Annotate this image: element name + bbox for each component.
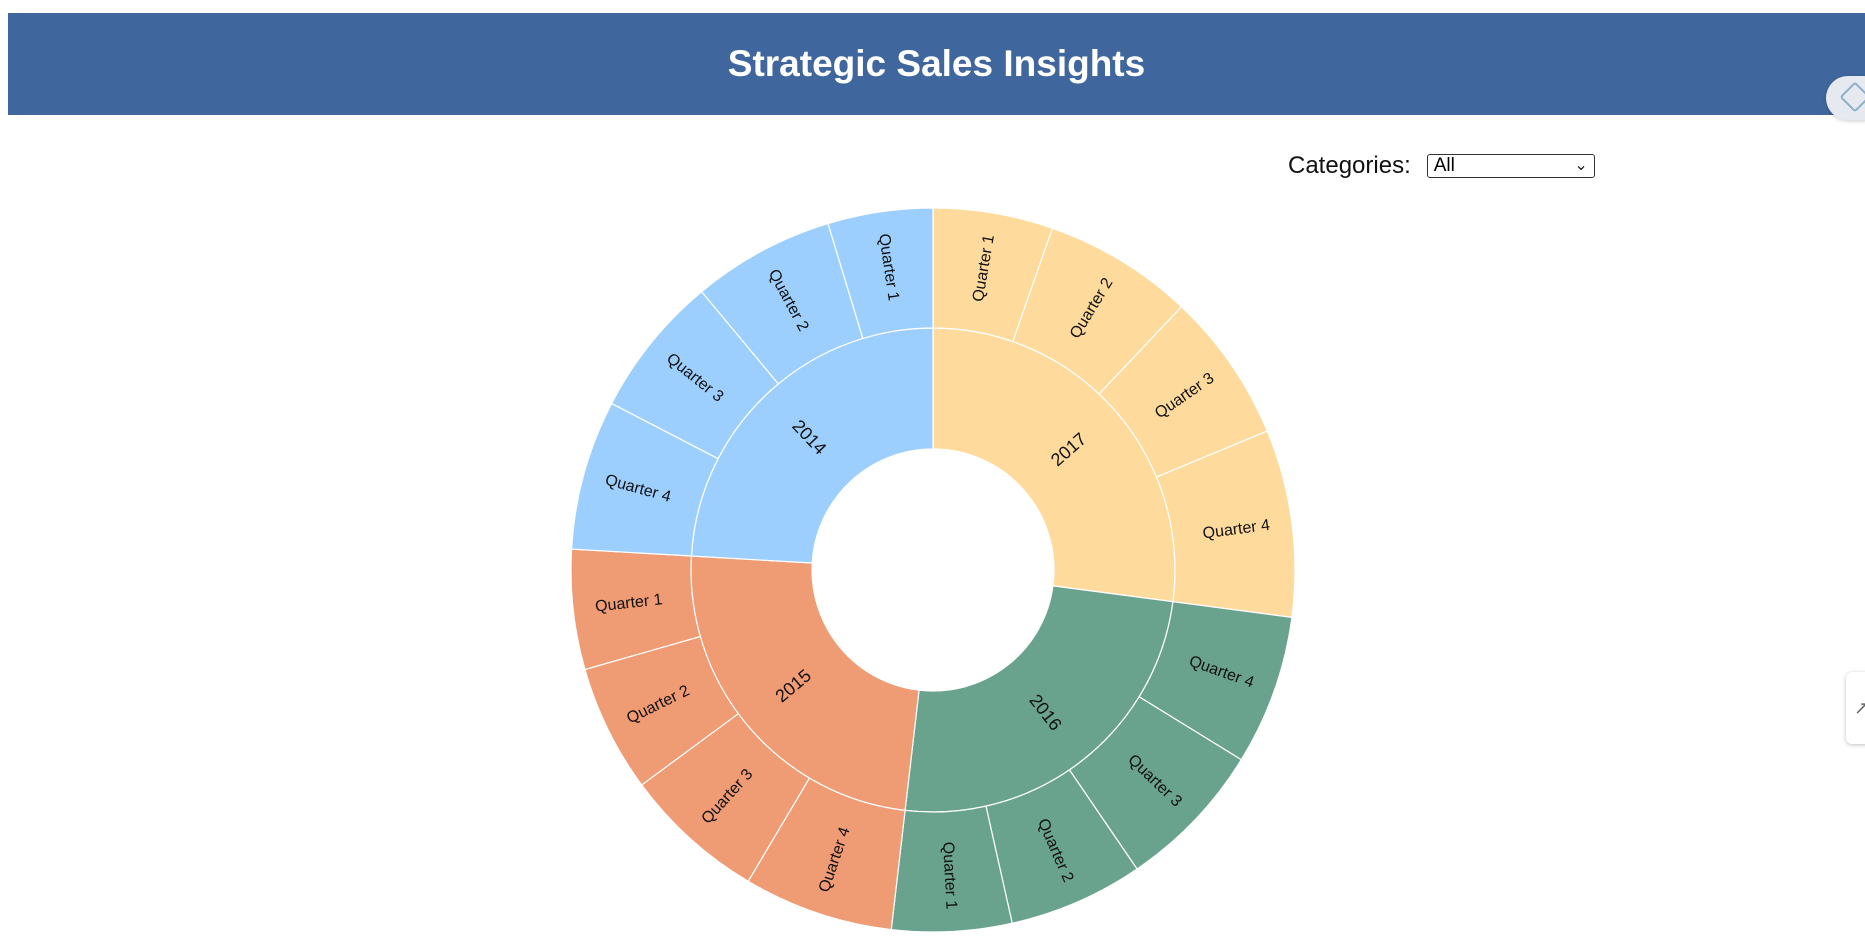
layers-icon-button[interactable]: [1826, 76, 1865, 120]
header-bar: Strategic Sales Insights: [8, 13, 1865, 115]
categories-label: Categories:: [1288, 152, 1411, 179]
chart-icon: ↗: [1854, 698, 1865, 718]
quarter-segment-2014-quarter-1[interactable]: [827, 207, 934, 340]
categories-select-value: All: [1433, 155, 1455, 176]
layers-icon: [1839, 81, 1865, 113]
page-title: Strategic Sales Insights: [727, 43, 1146, 84]
chart-icon-button[interactable]: ↗: [1846, 672, 1865, 744]
categories-select[interactable]: All ⌄: [1426, 154, 1595, 178]
category-filter: Categories: All ⌄: [1288, 152, 1595, 180]
chevron-down-icon: ⌄: [1574, 157, 1588, 174]
quarter-label-2016-quarter-1: Quarter 1: [939, 841, 960, 909]
